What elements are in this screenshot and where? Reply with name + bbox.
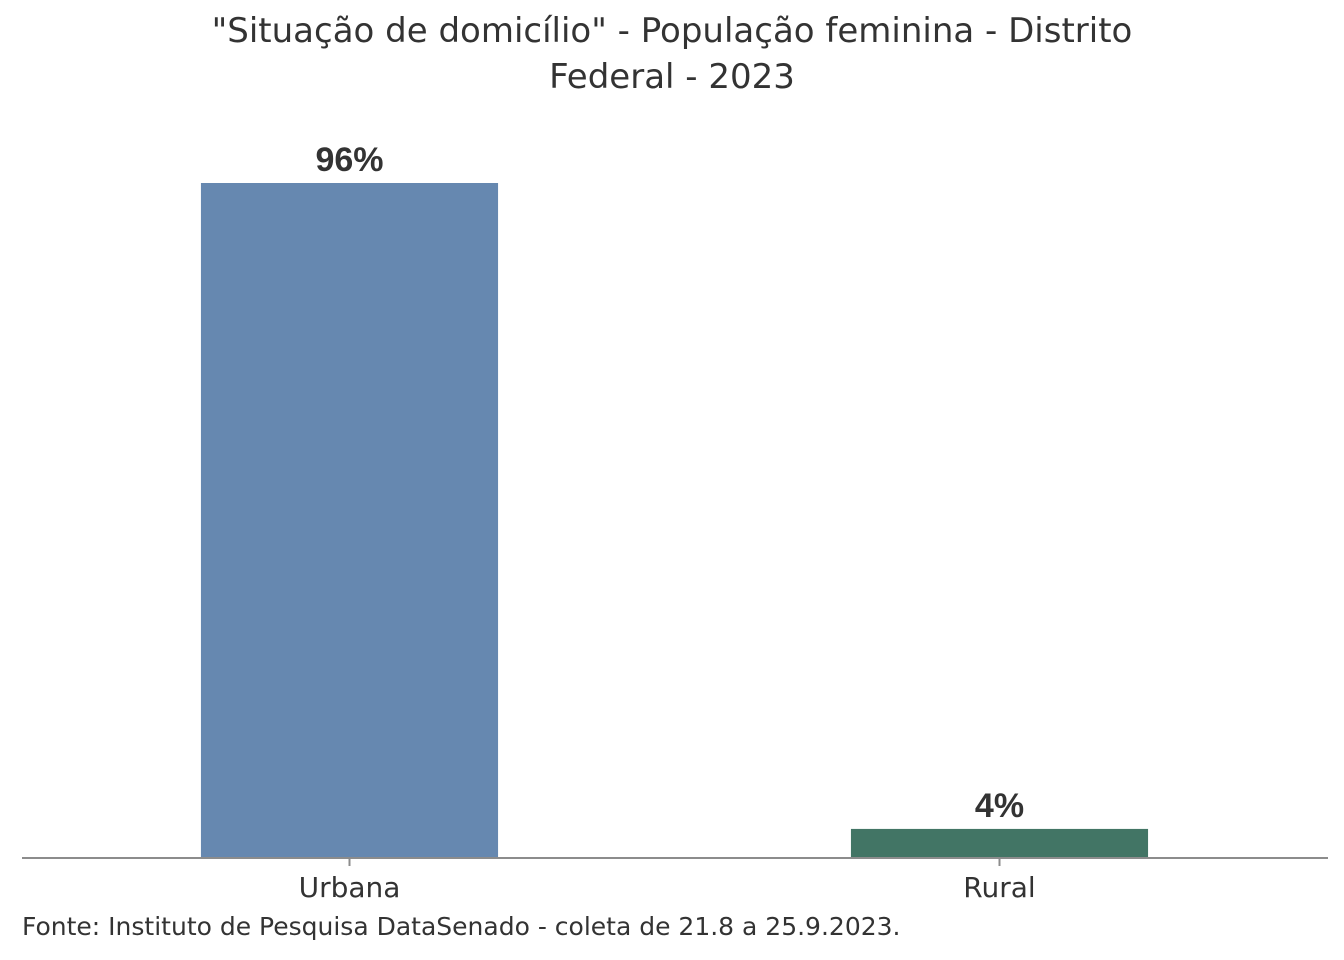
chart-title-line-1: "Situação de domicílio" - População femi…: [211, 11, 1133, 51]
value-label-urbana: 96%: [315, 141, 383, 179]
x-ticks-group: Urbana Rural: [299, 858, 1036, 904]
bar-rural: [850, 828, 1149, 857]
value-label-rural: 4%: [975, 787, 1024, 825]
chart-title: "Situação de domicílio" - População femi…: [0, 8, 1344, 100]
x-tick-label-urbana: Urbana: [299, 871, 401, 904]
source-note: Fonte: Instituto de Pesquisa DataSenado …: [22, 912, 901, 941]
bar-urbana: [200, 183, 499, 857]
chart-title-line-2: Federal - 2023: [549, 57, 795, 97]
x-tick-label-rural: Rural: [963, 871, 1035, 904]
value-labels-group: 96% 4%: [315, 141, 1024, 825]
bars-group: [200, 183, 1149, 857]
